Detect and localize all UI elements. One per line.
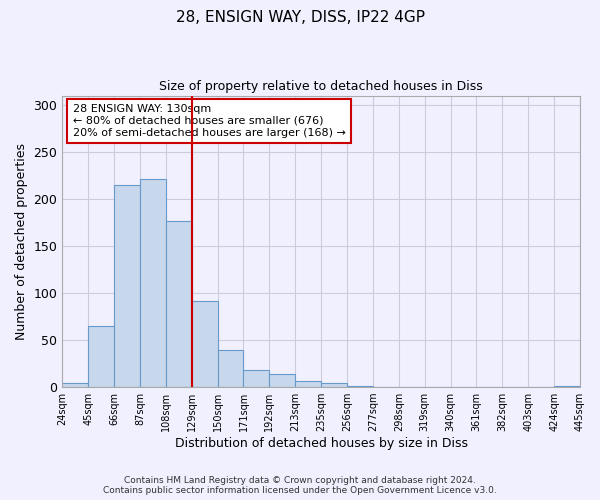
Bar <box>295 382 321 387</box>
Bar <box>114 185 140 387</box>
Bar <box>192 300 218 387</box>
Bar <box>140 180 166 387</box>
Bar <box>554 386 580 387</box>
Bar <box>88 326 114 387</box>
Bar <box>244 370 269 387</box>
Text: Contains HM Land Registry data © Crown copyright and database right 2024.
Contai: Contains HM Land Registry data © Crown c… <box>103 476 497 495</box>
Y-axis label: Number of detached properties: Number of detached properties <box>15 143 28 340</box>
X-axis label: Distribution of detached houses by size in Diss: Distribution of detached houses by size … <box>175 437 467 450</box>
Bar <box>321 384 347 387</box>
Bar <box>62 384 88 387</box>
Title: Size of property relative to detached houses in Diss: Size of property relative to detached ho… <box>159 80 483 93</box>
Text: 28, ENSIGN WAY, DISS, IP22 4GP: 28, ENSIGN WAY, DISS, IP22 4GP <box>176 10 425 25</box>
Bar <box>347 386 373 387</box>
Bar <box>166 220 192 387</box>
Bar <box>269 374 295 387</box>
Text: 28 ENSIGN WAY: 130sqm
← 80% of detached houses are smaller (676)
20% of semi-det: 28 ENSIGN WAY: 130sqm ← 80% of detached … <box>73 104 346 138</box>
Bar <box>218 350 244 387</box>
